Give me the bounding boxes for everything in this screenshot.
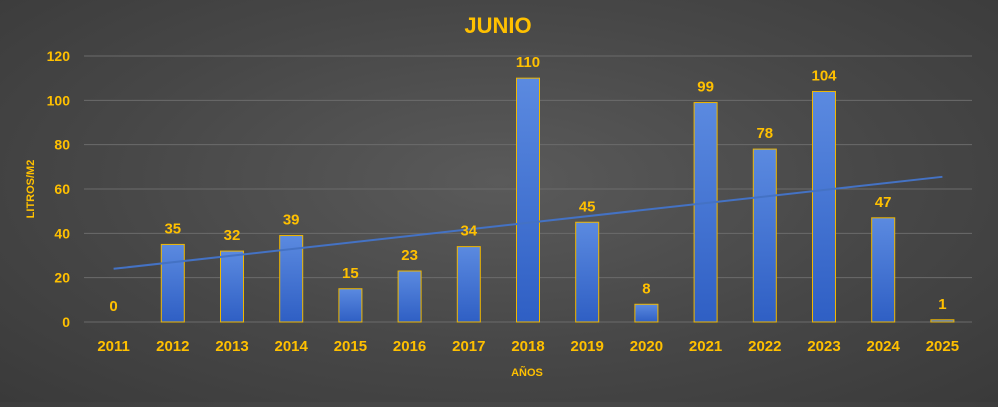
x-tick-label: 2019 bbox=[571, 338, 604, 355]
bar bbox=[871, 217, 896, 323]
bar bbox=[220, 250, 244, 323]
data-label: 104 bbox=[811, 67, 837, 84]
bars bbox=[160, 77, 955, 323]
bar bbox=[812, 90, 836, 323]
data-label: 99 bbox=[697, 79, 714, 96]
trendline bbox=[113, 175, 943, 270]
data-labels: 0 35 32 39 15 23 34 110 45 8 99 78 104 47 1 bbox=[109, 54, 946, 315]
data-label: 110 bbox=[516, 54, 540, 71]
x-tick-label: 2023 bbox=[807, 338, 840, 355]
x-tick-label: 2015 bbox=[334, 338, 367, 355]
data-label: 78 bbox=[756, 125, 773, 142]
data-label: 0 bbox=[109, 298, 117, 315]
y-tick-label: 100 bbox=[47, 92, 71, 108]
data-label: 1 bbox=[938, 296, 946, 313]
y-tick-label: 80 bbox=[54, 137, 70, 153]
x-tick-label: 2017 bbox=[452, 338, 485, 355]
y-tick-label: 120 bbox=[47, 48, 71, 64]
x-tick-label: 2014 bbox=[275, 338, 309, 355]
bar bbox=[160, 243, 185, 323]
x-axis-label: AÑOS bbox=[511, 366, 543, 379]
bar bbox=[752, 148, 777, 323]
x-tick-label: 2021 bbox=[689, 338, 722, 355]
chart-title: JUNIO bbox=[464, 13, 531, 38]
data-label: 45 bbox=[579, 198, 596, 215]
x-tick-label: 2024 bbox=[867, 338, 901, 355]
y-tick-label: 0 bbox=[62, 314, 70, 330]
x-tick-label: 2018 bbox=[511, 338, 544, 355]
x-tick-label: 2012 bbox=[156, 338, 189, 355]
bar bbox=[338, 288, 363, 323]
bar bbox=[930, 319, 955, 323]
y-tick-label: 60 bbox=[54, 181, 70, 197]
bar bbox=[575, 221, 600, 323]
x-tick-label: 2011 bbox=[97, 338, 130, 355]
data-label: 47 bbox=[875, 194, 892, 211]
trendline-layer bbox=[113, 175, 943, 270]
data-label: 39 bbox=[283, 212, 300, 229]
data-label: 32 bbox=[224, 227, 241, 244]
y-tick-label: 20 bbox=[54, 270, 70, 286]
x-tick-label: 2020 bbox=[630, 338, 663, 355]
bar bbox=[634, 303, 659, 323]
data-label: 8 bbox=[642, 280, 650, 297]
x-tick-label: 2025 bbox=[926, 338, 959, 355]
x-tick-label: 2016 bbox=[393, 338, 426, 355]
data-label: 15 bbox=[342, 265, 359, 282]
bar bbox=[456, 246, 481, 323]
bar bbox=[279, 235, 304, 323]
y-axis-ticks: 0 20 40 60 80 100 120 bbox=[47, 48, 71, 330]
bar bbox=[397, 270, 422, 323]
data-label: 34 bbox=[460, 223, 477, 240]
data-label: 35 bbox=[164, 220, 181, 237]
data-label: 23 bbox=[401, 247, 418, 264]
y-axis-label: LITROS/M2 bbox=[25, 160, 37, 219]
x-tick-label: 2013 bbox=[215, 338, 248, 355]
y-tick-label: 40 bbox=[54, 225, 70, 241]
x-tick-label: 2022 bbox=[748, 338, 781, 355]
bar bbox=[516, 77, 540, 323]
x-axis-ticks: 2011 2012 2013 2014 2015 2016 2017 2018 2019 2020… bbox=[97, 338, 959, 355]
bar bbox=[693, 102, 718, 323]
